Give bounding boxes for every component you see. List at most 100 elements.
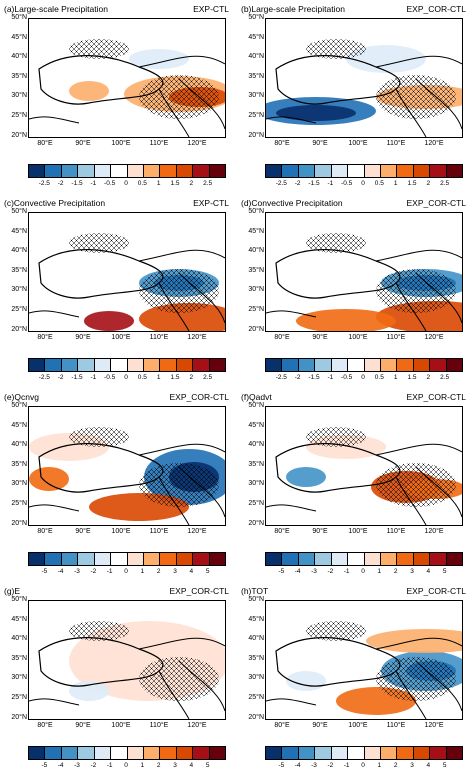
- colorbar-swatch: [209, 165, 226, 177]
- colorbar-tick: 0.5: [374, 374, 384, 381]
- colorbar-tick: -0.5: [104, 180, 116, 187]
- significance-hatch: [69, 233, 129, 253]
- colorbar-tick: -5: [278, 568, 285, 575]
- significance-hatch: [306, 233, 366, 253]
- colorbar-swatch: [298, 359, 316, 371]
- longitude-label: 100°E: [111, 722, 131, 729]
- tibetan-plateau-outline: [275, 443, 401, 493]
- colorbar-swatch: [331, 747, 349, 759]
- colorbar-tick: 0: [124, 374, 128, 381]
- colorbar-tick: 2: [426, 374, 431, 381]
- colorbar-swatch: [61, 359, 79, 371]
- colorbar-swatch: [315, 359, 332, 371]
- latitude-label: 40°N: [11, 247, 27, 255]
- map-area: [28, 212, 226, 332]
- latitude-label: 40°N: [11, 441, 27, 449]
- colorbar-tick: 1: [393, 180, 398, 187]
- colorbar-tick: 0.5: [137, 374, 147, 381]
- colorbar-tick: -2: [90, 568, 97, 575]
- colorbar-swatch: [143, 553, 161, 565]
- colorbar-tick: -1: [90, 374, 97, 381]
- colorbar-tick: 5: [442, 568, 447, 575]
- colorbar-tick: 2: [189, 374, 194, 381]
- colorbar-swatch: [430, 359, 447, 371]
- colorbar-tick: 0: [361, 568, 365, 575]
- panel-experiment: EXP_COR-CTL: [406, 198, 466, 208]
- colorbar-swatch: [364, 553, 381, 565]
- latitude-label: 20°N: [11, 131, 27, 139]
- latitude-label: 30°N: [11, 480, 27, 488]
- colorbar: [28, 746, 226, 760]
- colorbar-swatch: [45, 747, 62, 759]
- latitude-label: 45°N: [248, 227, 264, 235]
- colorbar-swatch: [160, 359, 177, 371]
- colorbar-tick: 2: [393, 762, 398, 769]
- latitude-label: 45°N: [11, 33, 27, 41]
- panel-experiment: EXP_COR-CTL: [169, 586, 229, 596]
- colorbar-swatch: [331, 359, 349, 371]
- colorbar-swatch: [160, 553, 177, 565]
- colorbar-swatch: [45, 553, 62, 565]
- latitude-label: 30°N: [248, 674, 264, 682]
- colorbar-tick: -3: [311, 762, 317, 769]
- latitude-label: 20°N: [11, 713, 27, 721]
- colorbar-tick: -5: [41, 568, 48, 575]
- colorbar-tick: 3: [410, 762, 414, 769]
- colorbar-swatch: [315, 747, 332, 759]
- colorbar-tick: -3: [74, 568, 80, 575]
- latitude-label: 50°N: [11, 596, 27, 603]
- colorbar-swatch: [78, 553, 95, 565]
- colorbar-tick: -2: [327, 568, 334, 575]
- colorbar-swatch: [298, 165, 316, 177]
- panel-experiment: EXP-CTL: [193, 4, 229, 14]
- map-area: [28, 406, 226, 526]
- latitude-label: 20°N: [248, 519, 264, 527]
- colorbar-tick: -5: [41, 762, 48, 769]
- panel-experiment: EXP_COR-CTL: [406, 586, 466, 596]
- longitude-label: 120°E: [424, 334, 444, 341]
- latitude-label: 25°N: [248, 112, 264, 119]
- colorbar-swatch: [94, 747, 112, 759]
- colorbar-tick: 1.5: [170, 374, 180, 381]
- longitude-label: 110°E: [149, 334, 169, 341]
- longitude-label: 120°E: [187, 722, 207, 729]
- longitude-label: 100°E: [348, 528, 368, 535]
- colorbar-tick: 3: [173, 762, 177, 769]
- panel-title: (h)TOT: [241, 586, 269, 596]
- colorbar-tick: -2.5: [38, 180, 50, 187]
- latitude-label: 30°N: [248, 286, 264, 294]
- anomaly-patch: [69, 681, 109, 701]
- longitude-label: 90°E: [75, 140, 91, 147]
- latitude-label: 20°N: [248, 325, 264, 333]
- colorbar-swatch: [29, 747, 46, 759]
- longitude-label: 100°E: [348, 722, 368, 729]
- colorbar-swatch: [413, 553, 431, 565]
- colorbar-swatch: [94, 553, 112, 565]
- longitude-label: 80°E: [37, 722, 53, 729]
- anomaly-patch: [129, 49, 189, 69]
- latitude-label: 25°N: [11, 306, 27, 313]
- anomaly-patch: [276, 105, 356, 121]
- colorbar-swatch: [430, 165, 447, 177]
- coastline: [266, 249, 462, 331]
- coastline: [266, 637, 462, 719]
- latitude-label: 35°N: [11, 654, 27, 662]
- colorbar-swatch: [29, 165, 46, 177]
- latitude-label: 50°N: [248, 208, 264, 215]
- map-panel: (a)Large-scale Precipitation EXP-CTL 50°N 4…: [0, 0, 237, 194]
- colorbar-tick: 1.5: [170, 180, 180, 187]
- colorbar-tick: -1: [327, 180, 334, 187]
- colorbar-tick: -4: [57, 762, 64, 769]
- longitude-label: 90°E: [312, 722, 328, 729]
- coastline: [29, 443, 225, 525]
- colorbar-tick: -2: [294, 180, 301, 187]
- longitude-label: 110°E: [149, 528, 169, 535]
- colorbar-swatch: [364, 359, 381, 371]
- panel-title: (d)Convective Precipitation: [241, 198, 343, 208]
- latitude-label: 25°N: [248, 500, 264, 507]
- colorbar-tick: 3: [173, 568, 177, 575]
- colorbar-swatch: [193, 165, 210, 177]
- colorbar: [265, 552, 463, 566]
- significance-hatch: [306, 39, 366, 59]
- colorbar-swatch: [266, 553, 283, 565]
